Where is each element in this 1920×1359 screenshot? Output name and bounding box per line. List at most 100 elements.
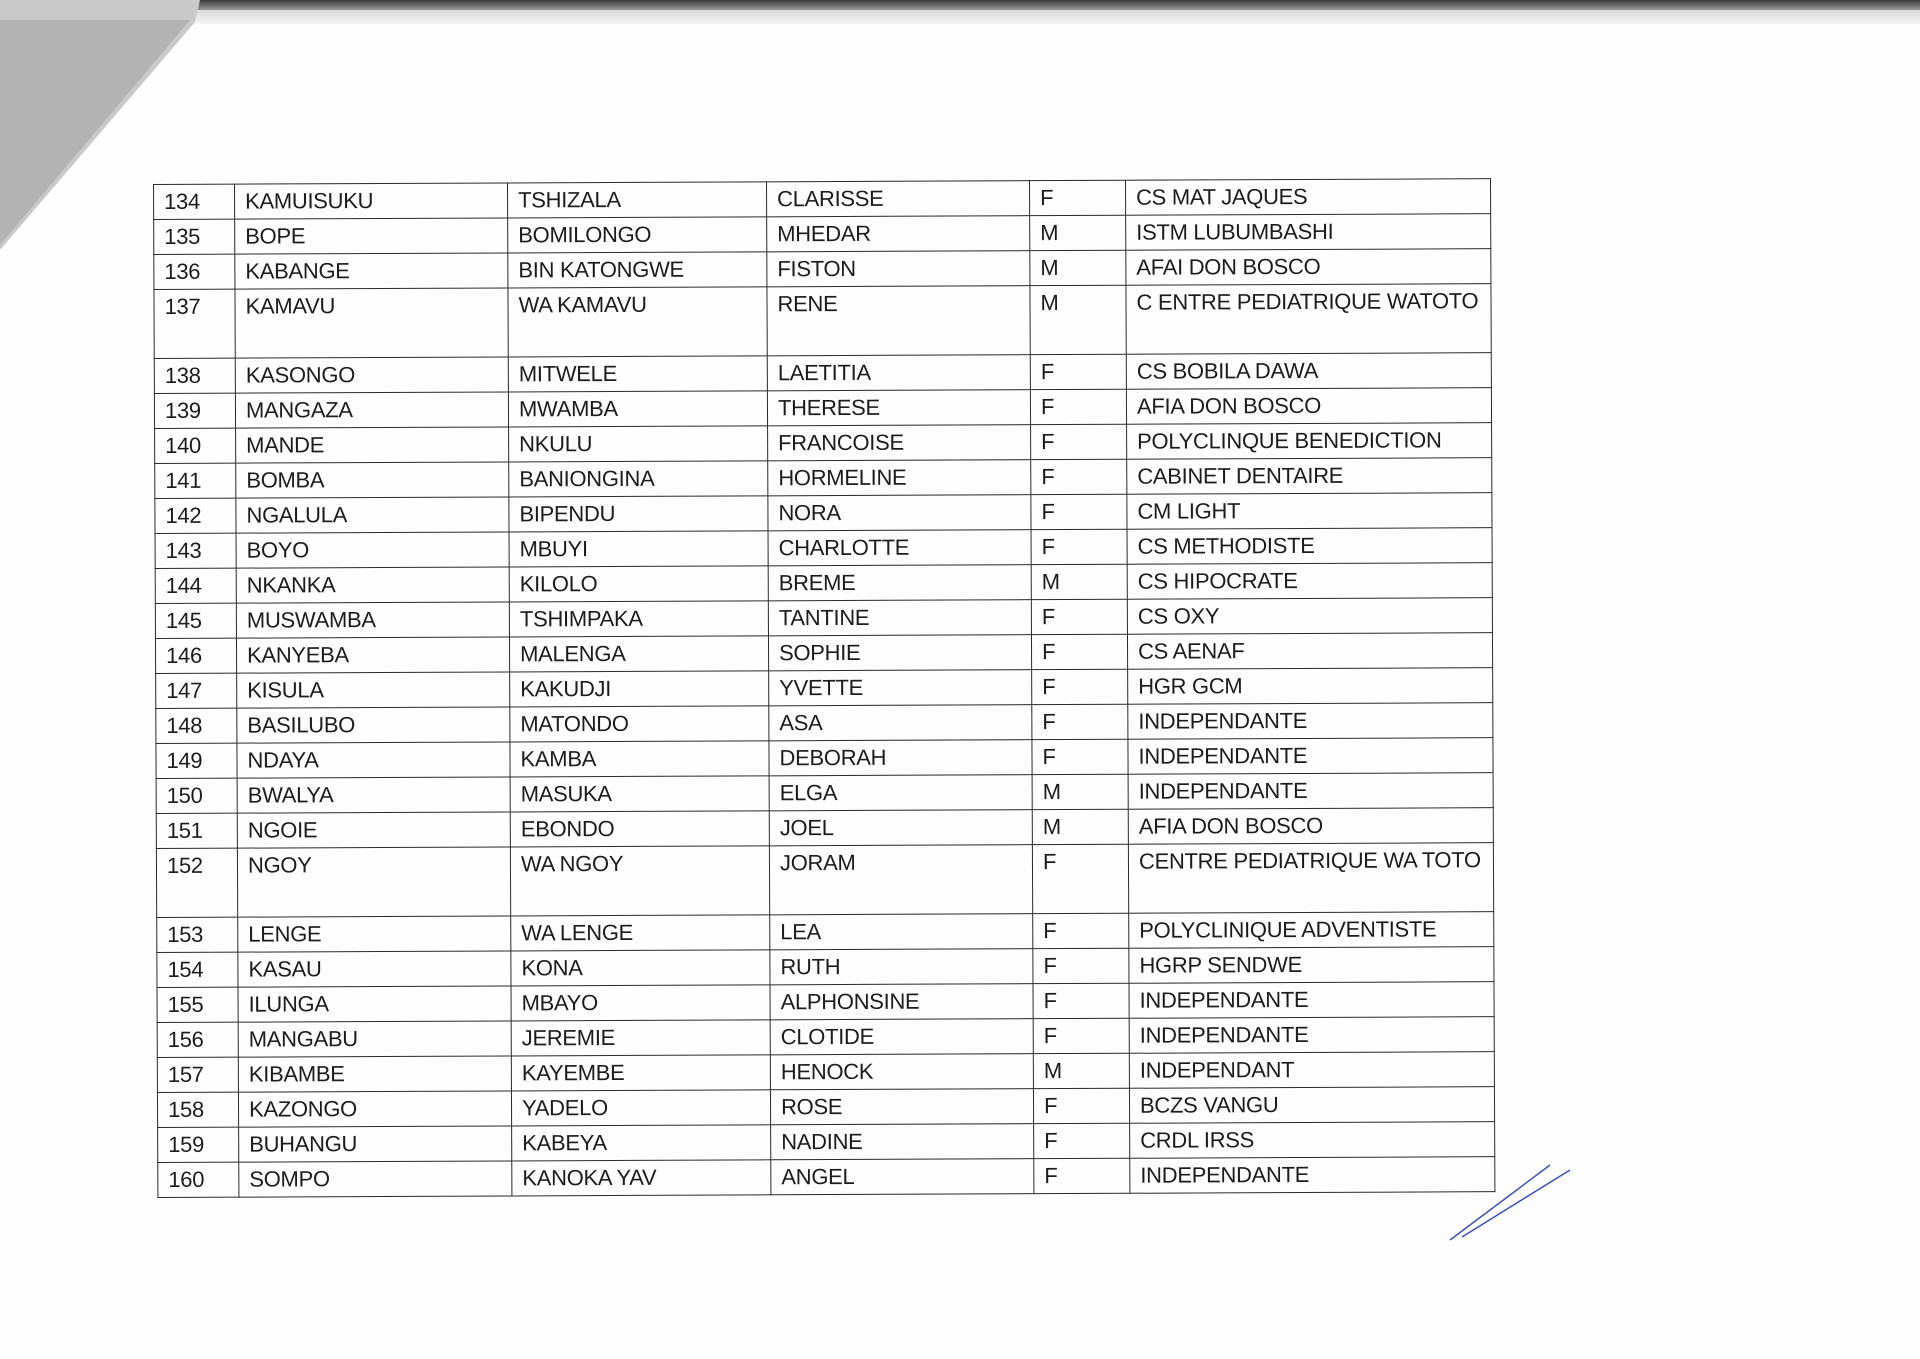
cell-middle-name: KANOKA YAV	[511, 1159, 771, 1196]
cell-first-name: ALPHONSINE	[770, 983, 1034, 1020]
cell-last-name: SOMPO	[238, 1160, 512, 1198]
cell-sex: F	[1031, 634, 1128, 670]
cell-number: 156	[157, 1022, 239, 1058]
cell-middle-name: TSHIMPAKA	[509, 600, 769, 637]
cell-middle-name: KAYEMBE	[511, 1054, 771, 1091]
cell-sex: F	[1031, 529, 1128, 565]
cell-last-name: KASAU	[237, 950, 512, 988]
cell-first-name: FISTON	[766, 250, 1030, 287]
cell-middle-name: MWAMBA	[508, 390, 768, 427]
cell-number: 138	[154, 358, 236, 394]
cell-institution: POLYCLINQUE BENEDICTION	[1126, 422, 1492, 460]
cell-number: 135	[153, 219, 235, 255]
cell-first-name: CLARISSE	[766, 180, 1030, 217]
cell-last-name: BASILUBO	[236, 706, 510, 744]
table-row: 137 KAMAVU WA KAMAVU RENE M C ENTRE PEDIATRIQ…	[153, 283, 1492, 359]
cell-first-name: THERESE	[767, 389, 1031, 426]
cell-sex: F	[1030, 354, 1127, 390]
cell-middle-name: WA KAMAVU	[507, 286, 768, 357]
table-row: 157 KIBAMBE KAYEMBE HENOCK M INDEPENDANT	[157, 1051, 1495, 1093]
cell-first-name: FRANCOISE	[767, 424, 1031, 461]
cell-institution: HGRP SENDWE	[1128, 946, 1494, 984]
cell-first-name: LEA	[769, 913, 1033, 950]
cell-last-name: KASONGO	[235, 356, 509, 394]
cell-last-name: MANDE	[235, 426, 509, 464]
cell-first-name: ANGEL	[770, 1158, 1034, 1195]
cell-first-name: BREME	[768, 564, 1032, 601]
cell-middle-name: MBAYO	[511, 984, 771, 1021]
cell-institution: CRDL IRSS	[1129, 1121, 1495, 1159]
cell-last-name: MANGABU	[238, 1020, 512, 1058]
cell-number: 148	[155, 708, 237, 744]
table-row: 139 MANGAZA MWAMBA THERESE F AFIA DON BOSCO	[154, 387, 1492, 429]
cell-middle-name: YADELO	[511, 1089, 771, 1126]
cell-middle-name: KABEYA	[511, 1124, 771, 1161]
cell-institution: POLYCLINIQUE ADVENTISTE	[1128, 911, 1494, 949]
folded-corner	[0, 0, 200, 250]
cell-institution: INDEPENDANTE	[1127, 737, 1494, 775]
cell-sex: M	[1031, 564, 1128, 600]
table-row: 154 KASAU KONA RUTH F HGRP SENDWE	[156, 946, 1494, 988]
table-row: 152 NGOY WA NGOY JORAM F CENTRE PEDIATRIQUE W…	[156, 842, 1494, 918]
cell-number: 136	[153, 254, 235, 290]
table-row: 138 KASONGO MITWELE LAETITIA F CS BOBILA DAWA	[154, 352, 1492, 394]
table-row: 144 NKANKA KILOLO BREME M CS HIPOCRATE	[155, 562, 1493, 604]
table-row: 145 MUSWAMBA TSHIMPAKA TANTINE F CS OXY	[155, 597, 1493, 639]
cell-institution: CS BOBILA DAWA	[1126, 352, 1492, 390]
table-row: 149 NDAYA KAMBA DEBORAH F INDEPENDANTE	[155, 737, 1494, 779]
cell-sex: M	[1033, 1053, 1130, 1089]
cell-last-name: KAMAVU	[234, 287, 509, 359]
cell-first-name: RUTH	[769, 948, 1033, 985]
cell-sex: F	[1031, 669, 1128, 705]
cell-sex: F	[1031, 599, 1128, 635]
cell-last-name: NGOY	[237, 846, 511, 918]
cell-last-name: MUSWAMBA	[236, 601, 510, 639]
table-row: 141 BOMBA BANIONGINA HORMELINE F CABINET DENT…	[154, 457, 1492, 499]
cell-first-name: YVETTE	[768, 669, 1032, 706]
cell-number: 154	[156, 952, 239, 988]
cell-first-name: HENOCK	[770, 1053, 1034, 1090]
cell-middle-name: MATONDO	[509, 705, 769, 742]
cell-number: 141	[154, 463, 236, 499]
cell-last-name: KIBAMBE	[238, 1055, 512, 1093]
cell-sex: F	[1029, 180, 1126, 216]
table-row: 134 KAMUISUKU TSHIZALA CLARISSE F CS MAT JAQU…	[153, 178, 1491, 220]
cell-middle-name: NKULU	[508, 425, 768, 462]
cell-middle-name: WA NGOY	[510, 845, 770, 916]
cell-institution: CS AENAF	[1127, 632, 1493, 670]
cell-sex: M	[1029, 215, 1126, 251]
cell-institution: CS MAT JAQUES	[1125, 178, 1491, 216]
cell-number: 142	[154, 498, 237, 534]
table-row: 159 BUHANGU KABEYA NADINE F CRDL IRSS	[157, 1121, 1495, 1163]
cell-number: 139	[154, 393, 236, 429]
cell-institution: INDEPENDANTE	[1127, 702, 1493, 740]
cell-last-name: NDAYA	[236, 741, 511, 779]
cell-number: 160	[157, 1162, 239, 1198]
cell-sex: F	[1033, 1018, 1130, 1054]
cell-institution: CABINET DENTAIRE	[1126, 457, 1492, 495]
cell-sex: F	[1032, 844, 1129, 914]
cell-number: 149	[155, 743, 238, 779]
cell-middle-name: MITWELE	[508, 355, 768, 392]
registry-table: 134 KAMUISUKU TSHIZALA CLARISSE F CS MAT JAQU…	[153, 178, 1495, 1198]
cell-sex: F	[1030, 424, 1127, 460]
table-row: 153 LENGE WA LENGE LEA F POLYCLINIQUE ADVENTI…	[156, 911, 1494, 953]
cell-last-name: BOPE	[234, 217, 508, 255]
cell-first-name: NADINE	[770, 1123, 1034, 1160]
cell-middle-name: MBUYI	[509, 530, 769, 567]
cell-number: 137	[153, 289, 236, 359]
cell-number: 158	[157, 1092, 239, 1128]
cell-last-name: MANGAZA	[235, 391, 509, 429]
table-row: 158 KAZONGO YADELO ROSE F BCZS VANGU	[157, 1086, 1495, 1128]
cell-institution: AFIA DON BOSCO	[1126, 387, 1492, 425]
cell-sex: F	[1032, 948, 1129, 984]
table-row: 160 SOMPO KANOKA YAV ANGEL F INDEPENDANTE	[157, 1156, 1495, 1198]
cell-number: 150	[156, 778, 238, 814]
cell-last-name: KABANGE	[234, 252, 508, 290]
cell-institution: INDEPENDANTE	[1128, 981, 1495, 1019]
cell-first-name: NORA	[767, 494, 1032, 531]
cell-sex: F	[1032, 913, 1129, 949]
cell-number: 153	[156, 917, 238, 953]
cell-number: 159	[157, 1127, 239, 1163]
cell-middle-name: MALENGA	[509, 635, 769, 672]
